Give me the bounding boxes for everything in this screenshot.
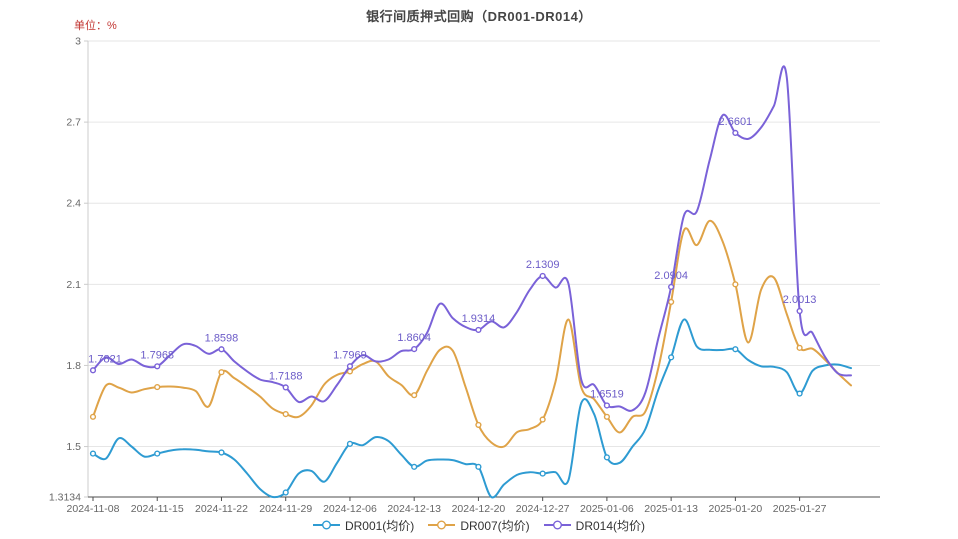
legend-item-label: DR007(均价) — [460, 518, 530, 533]
x-axis-tick-label: 2024-11-15 — [131, 503, 184, 512]
unit-label: 单位：% — [74, 20, 117, 32]
legend-item-label: DR014(均价) — [575, 518, 646, 533]
legend-item-label: DR001(均价) — [344, 518, 415, 533]
y-axis-tick-label: 2.4 — [66, 198, 81, 210]
data-label: 2.1309 — [526, 259, 560, 271]
series-marker — [282, 489, 289, 496]
x-axis-tick-label: 2024-12-13 — [387, 503, 441, 512]
series-marker — [603, 402, 610, 409]
x-axis-tick-label: 2024-11-29 — [259, 503, 312, 512]
series-marker — [154, 383, 161, 391]
series-marker — [218, 449, 225, 456]
x-axis-tick-label: 2024-12-27 — [516, 503, 570, 512]
series-marker — [89, 450, 97, 457]
data-label: 1.8604 — [397, 332, 431, 344]
series-marker — [732, 281, 739, 288]
series-marker — [411, 463, 418, 470]
legend-line-marker-icon — [312, 520, 340, 530]
series-marker — [346, 440, 354, 447]
x-axis-tick-label: 2025-01-20 — [709, 503, 763, 512]
series-marker — [796, 390, 803, 397]
y-axis-tick-label: 1.8 — [66, 360, 81, 372]
y-axis-tick-label: 3 — [75, 36, 81, 48]
data-label: 1.8598 — [205, 332, 239, 344]
series-marker — [411, 392, 418, 399]
legend-item-dr001[interactable]: DR001(均价) — [312, 517, 415, 534]
x-axis-tick-label: 2025-01-27 — [773, 503, 827, 512]
data-label: 1.7968 — [140, 349, 174, 361]
y-axis-tick-label: 2.1 — [66, 279, 81, 291]
series-marker — [475, 326, 482, 334]
series-marker — [732, 346, 739, 353]
data-label: 1.7821 — [88, 353, 122, 365]
series-marker — [218, 369, 225, 376]
data-label: 1.7969 — [333, 349, 367, 361]
legend-item-dr007[interactable]: DR007(均价) — [428, 517, 530, 534]
series-marker — [475, 463, 482, 470]
series-marker — [796, 344, 803, 351]
data-label: 2.0013 — [783, 294, 817, 306]
series-marker — [668, 298, 675, 306]
series-marker — [89, 367, 97, 374]
series-marker — [475, 421, 482, 429]
data-label: 1.6519 — [590, 388, 624, 400]
series-marker — [603, 454, 610, 461]
series-marker — [668, 283, 675, 291]
series-marker — [539, 470, 546, 477]
data-label: 1.9314 — [462, 313, 496, 325]
series-marker — [218, 346, 225, 353]
series-marker — [732, 129, 739, 136]
series-marker — [668, 354, 675, 361]
y-axis-tick-label: 1.5 — [66, 441, 81, 453]
y-axis-tick-label: 1.3134 — [49, 492, 81, 504]
series-marker — [154, 363, 161, 370]
series-marker — [346, 363, 354, 370]
x-axis-tick-label: 2025-01-06 — [580, 503, 634, 512]
legend: DR001(均价) DR007(均价) DR014(均价) — [0, 514, 958, 536]
series-marker — [282, 411, 289, 418]
series-marker — [411, 346, 418, 353]
x-axis-tick-label: 2024-11-22 — [195, 503, 248, 512]
legend-line-marker-icon — [543, 520, 571, 530]
series-marker — [154, 450, 161, 457]
x-axis-tick-label: 2024-11-08 — [67, 503, 120, 512]
y-axis-tick-label: 2.7 — [66, 117, 81, 129]
series-marker — [539, 416, 546, 423]
data-label: 2.6601 — [719, 116, 753, 128]
series-marker — [539, 272, 546, 280]
series-marker — [282, 384, 289, 391]
legend-item-dr014[interactable]: DR014(均价) — [543, 517, 646, 534]
x-axis-tick-label: 2025-01-13 — [644, 503, 698, 512]
series-marker — [603, 413, 610, 420]
chart-title: 银行间质押式回购（DR001-DR014） — [366, 9, 592, 24]
legend-line-marker-icon — [428, 520, 456, 530]
data-label: 1.7188 — [269, 370, 303, 382]
series-marker — [89, 413, 97, 420]
x-axis-tick-label: 2024-12-20 — [452, 503, 506, 512]
series-marker — [796, 307, 803, 315]
x-axis-tick-label: 2024-12-06 — [323, 503, 377, 512]
data-label: 2.0904 — [654, 270, 688, 282]
